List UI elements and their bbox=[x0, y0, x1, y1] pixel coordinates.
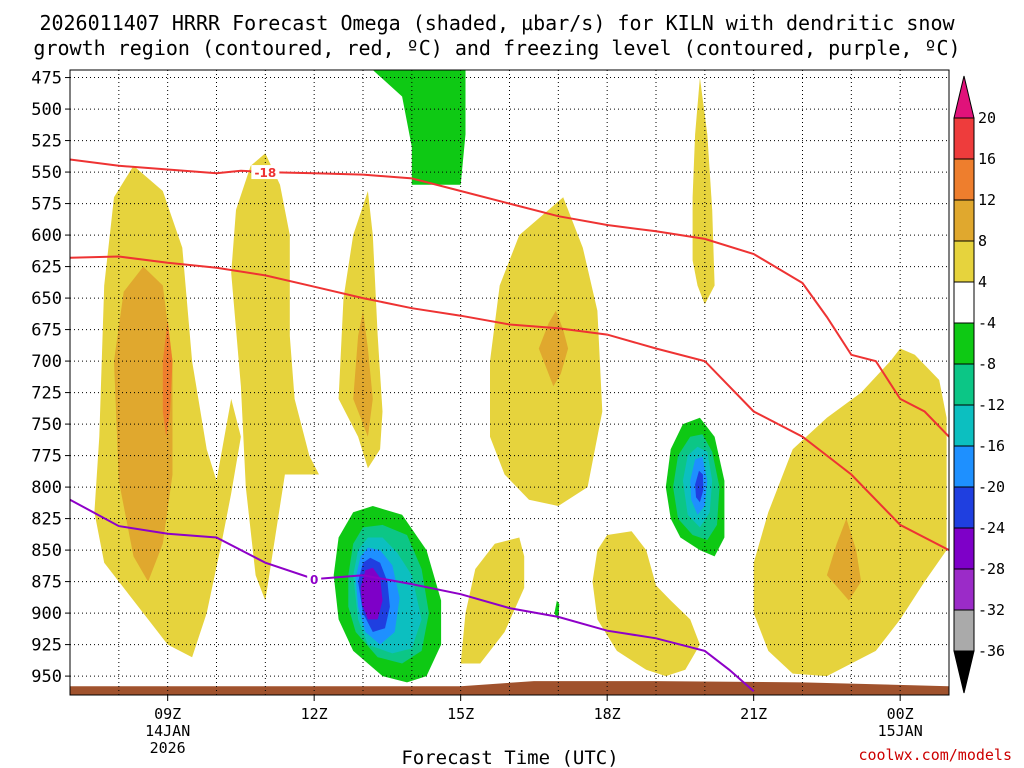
colorbar: 20 16 12 8 4 -4 -8 -12 -16 -20 -24 -28 -32 -36 bbox=[953, 75, 1005, 694]
freezing-level-label: 0 bbox=[307, 572, 322, 587]
colorbar-tick-label: -36 bbox=[978, 642, 1005, 660]
x-tick-date: 14JAN bbox=[145, 722, 190, 740]
y-tick-label: 725 bbox=[31, 384, 62, 404]
colorbar-swatch bbox=[953, 322, 975, 365]
colorbar-tick-label: 4 bbox=[978, 273, 987, 291]
x-tick-label: 12Z bbox=[301, 705, 328, 723]
colorbar-swatch bbox=[953, 158, 975, 201]
x-axis-label: Forecast Time (UTC) bbox=[401, 747, 618, 768]
colorbar-tick-label: -4 bbox=[978, 314, 996, 332]
y-tick-label: 875 bbox=[31, 573, 62, 593]
x-tick-label: 21Z bbox=[740, 705, 767, 723]
colorbar-swatch bbox=[953, 404, 975, 447]
plot-area: -18 0 bbox=[69, 69, 950, 696]
y-axis: 475 500 525 550 575 600 625 650 675 700 725 750 775 8… bbox=[31, 69, 70, 687]
y-tick-label: 950 bbox=[31, 667, 62, 687]
colorbar-tick-label: -12 bbox=[978, 396, 1005, 414]
y-tick-label: 700 bbox=[31, 352, 62, 372]
y-tick-label: 625 bbox=[31, 258, 62, 278]
colorbar-tick-label: 20 bbox=[978, 109, 996, 127]
y-tick-label: 475 bbox=[31, 69, 62, 89]
shading-late-area-4 bbox=[753, 348, 947, 677]
x-tick-date: 15JAN bbox=[878, 722, 923, 740]
shading-11z-band-4 bbox=[231, 153, 319, 601]
x-tick-label: 18Z bbox=[594, 705, 621, 723]
x-tick-label: 09Z bbox=[154, 705, 181, 723]
dendritic-contour-label-text: -18 bbox=[254, 166, 276, 180]
colorbar-top-arrow bbox=[953, 75, 975, 119]
colorbar-swatch bbox=[953, 445, 975, 488]
y-tick-label: 775 bbox=[31, 447, 62, 467]
y-tick-label: 800 bbox=[31, 478, 62, 498]
shading-early-band-8 bbox=[114, 266, 173, 582]
x-tick-label: 00Z bbox=[887, 705, 914, 723]
shading-terrain bbox=[70, 681, 949, 695]
colorbar-swatch bbox=[953, 240, 975, 283]
colorbar-bottom-arrow bbox=[953, 650, 975, 694]
colorbar-tick-label: -20 bbox=[978, 478, 1005, 496]
colorbar-tick-label: 12 bbox=[978, 191, 996, 209]
chart-title-line-1: 2026011407 HRRR Forecast Omega (shaded, … bbox=[39, 11, 955, 35]
colorbar-swatch bbox=[953, 117, 975, 160]
y-tick-label: 900 bbox=[31, 604, 62, 624]
dendritic-contour-label: -18 bbox=[251, 165, 280, 180]
y-tick-label: 750 bbox=[31, 415, 62, 435]
colorbar-tick-label: 8 bbox=[978, 232, 987, 250]
y-tick-label: 650 bbox=[31, 289, 62, 309]
contour-lines: -18 0 bbox=[70, 158, 949, 692]
y-tick-label: 575 bbox=[31, 195, 62, 215]
freezing-level-label-text: 0 bbox=[310, 573, 318, 587]
y-tick-label: 600 bbox=[31, 226, 62, 246]
shading-late-area-8 bbox=[826, 518, 862, 601]
colorbar-tick-label: 16 bbox=[978, 150, 996, 168]
colorbar-tick-label: -16 bbox=[978, 437, 1005, 455]
y-tick-label: 825 bbox=[31, 510, 62, 530]
shading-low-down-24 bbox=[360, 567, 383, 620]
shading-20z-spike-4 bbox=[692, 77, 715, 305]
dendritic-contour-line bbox=[70, 158, 949, 438]
y-tick-label: 675 bbox=[31, 321, 62, 341]
colorbar-swatch bbox=[953, 568, 975, 611]
shading-13z-band-8 bbox=[353, 310, 373, 437]
freezing-level-line bbox=[70, 498, 755, 692]
colorbar-swatch bbox=[953, 199, 975, 242]
x-tick-label: 15Z bbox=[447, 705, 474, 723]
y-tick-label: 850 bbox=[31, 541, 62, 561]
shading-20z-down-20 bbox=[695, 470, 704, 503]
y-tick-label: 500 bbox=[31, 100, 62, 120]
plot-frame bbox=[69, 69, 950, 696]
colorbar-swatch bbox=[953, 486, 975, 529]
grid bbox=[70, 70, 949, 695]
shading-upper-down-4 bbox=[372, 70, 466, 185]
colorbar-tick-label: -32 bbox=[978, 601, 1005, 619]
colorbar-tick-label: -8 bbox=[978, 355, 996, 373]
x-tick-year: 2026 bbox=[150, 739, 186, 757]
colorbar-swatch bbox=[953, 363, 975, 406]
colorbar-swatch bbox=[953, 281, 975, 324]
colorbar-swatch bbox=[953, 609, 975, 652]
y-tick-label: 525 bbox=[31, 132, 62, 152]
colorbar-swatch bbox=[953, 527, 975, 570]
colorbar-tick-label: -24 bbox=[978, 519, 1005, 537]
chart-title-line-2: growth region (contoured, red, ºC) and f… bbox=[33, 36, 960, 60]
dendritic-contour-line bbox=[70, 255, 949, 551]
shading-18z-lower-4 bbox=[592, 531, 700, 677]
colorbar-tick-label: -28 bbox=[978, 560, 1005, 578]
y-tick-label: 925 bbox=[31, 636, 62, 656]
shading-15z-lower-4 bbox=[460, 537, 525, 664]
credit-text: coolwx.com/models bbox=[858, 746, 1012, 764]
y-tick-label: 550 bbox=[31, 163, 62, 183]
shading-17z-lower-down bbox=[554, 600, 560, 621]
